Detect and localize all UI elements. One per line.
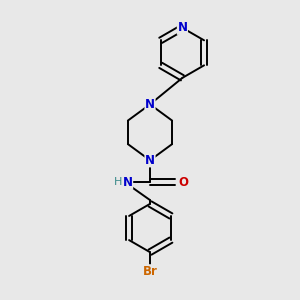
Text: N: N xyxy=(145,98,155,111)
Text: Br: Br xyxy=(142,265,158,278)
Text: N: N xyxy=(145,154,155,167)
Text: N: N xyxy=(123,176,133,189)
Text: N: N xyxy=(177,21,188,34)
Text: H: H xyxy=(114,177,123,188)
Text: O: O xyxy=(178,176,189,189)
